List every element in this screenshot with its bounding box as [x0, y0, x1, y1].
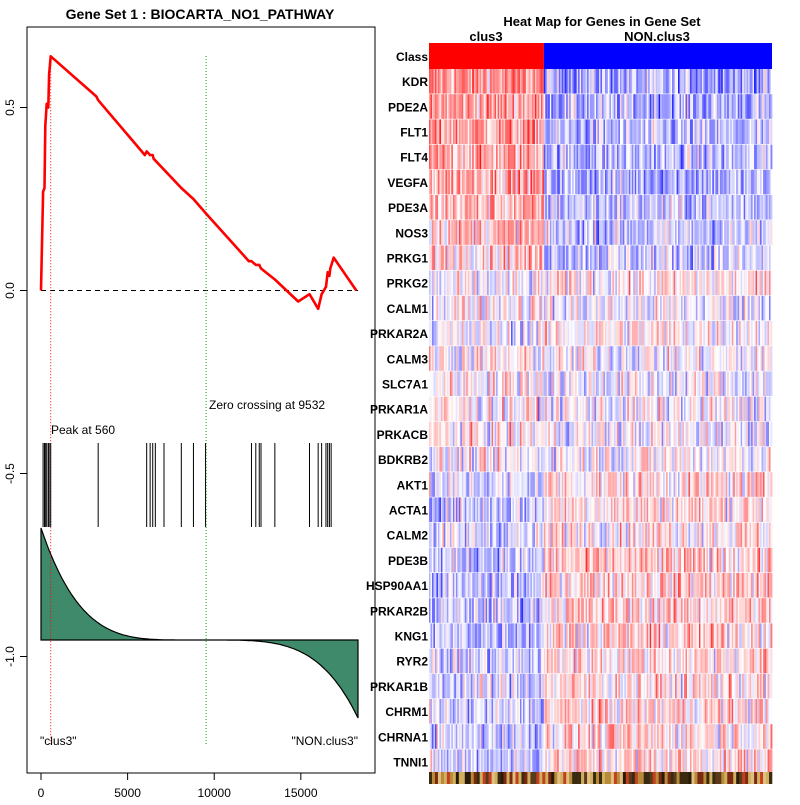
heatmap-cell — [771, 195, 773, 220]
heatmap-cell — [771, 422, 773, 447]
heatmap-cell — [771, 397, 773, 422]
heatmap-row — [429, 598, 772, 623]
y-tick-label: -1.0 — [3, 646, 17, 667]
enrichment-curve — [41, 56, 356, 308]
heatmap-row — [429, 346, 772, 371]
heatmap-cell — [771, 523, 773, 548]
y-tick-label: -0.5 — [3, 463, 17, 484]
x-tick-label: 10000 — [198, 786, 232, 800]
class-bar-segment — [429, 43, 544, 69]
x-tick-label: 5000 — [114, 786, 141, 800]
gene-hit-ticks — [43, 443, 331, 527]
heatmap-row — [429, 119, 772, 144]
y-tick-label: 0.5 — [3, 99, 17, 116]
heatmap-row — [429, 94, 772, 119]
heatmap-cell — [771, 296, 773, 321]
heatmap-cell — [771, 170, 773, 195]
heatmap-row — [429, 69, 772, 94]
heatmap-row — [429, 170, 772, 195]
class-row-label: Class — [396, 50, 428, 64]
class-bar — [429, 43, 772, 69]
heatmap-cell — [771, 145, 773, 170]
heatmap-row — [429, 145, 772, 170]
heatmap-row — [429, 397, 772, 422]
right-class-label: "NON.clus3" — [291, 734, 358, 748]
heatmap-cell — [771, 220, 773, 245]
heatmap-row — [429, 573, 772, 598]
heatmap-row — [429, 296, 772, 321]
heatmap-row — [429, 195, 772, 220]
heatmap-cell — [771, 447, 773, 472]
heatmap-row — [429, 422, 772, 447]
heatmap-cell — [771, 69, 773, 94]
heatmap-cell — [771, 94, 773, 119]
heatmap-cell — [771, 245, 773, 270]
heatmap-row — [429, 220, 772, 245]
heatmap-cell — [771, 119, 773, 144]
y-tick-label: 0.0 — [3, 282, 17, 299]
heatmap-panel: Heat Map for Genes in Gene Set clus3 NON… — [366, 14, 772, 784]
x-tick-label: 0 — [38, 786, 45, 800]
heatmap-cell — [771, 371, 773, 396]
enrichment-plot-title: Gene Set 1 : BIOCARTA_NO1_PATHWAY — [66, 6, 335, 22]
zero-crossing-annotation: Zero crossing at 9532 — [209, 398, 325, 412]
heatmap-row — [429, 271, 772, 296]
heatmap-cells — [429, 69, 772, 774]
heatmap-row — [429, 523, 772, 548]
heatmap-row — [429, 245, 772, 270]
class-bar-segment — [544, 43, 772, 69]
class-group-label-non-clus3: NON.clus3 — [624, 29, 690, 44]
heatmap-row — [429, 447, 772, 472]
heatmap-title: Heat Map for Genes in Gene Set — [503, 14, 701, 29]
left-class-label: "clus3" — [40, 734, 77, 748]
heatmap-cell — [771, 497, 773, 522]
peak-annotation: Peak at 560 — [51, 423, 115, 437]
class-group-label-clus3: clus3 — [469, 29, 502, 44]
enrichment-plot: Gene Set 1 : BIOCARTA_NO1_PATHWAY 0 5000 1… — [3, 6, 375, 800]
heatmap-cell — [771, 346, 773, 371]
heatmap-row — [429, 548, 772, 573]
heatmap-cell — [771, 321, 773, 346]
heatmap-row — [429, 472, 772, 497]
heatmap-row — [429, 497, 772, 522]
heatmap-cell — [771, 548, 773, 573]
heatmap-cell — [771, 472, 773, 497]
heatmap-row — [429, 371, 772, 396]
ranked-metric-area — [41, 528, 358, 718]
enrichment-score-line — [41, 56, 356, 308]
heatmap-cell — [771, 271, 773, 296]
ranked-metric-fill — [41, 528, 358, 718]
x-tick-label: 15000 — [284, 786, 318, 800]
heatmap-row — [429, 321, 772, 346]
heatmap-cell — [771, 573, 773, 598]
